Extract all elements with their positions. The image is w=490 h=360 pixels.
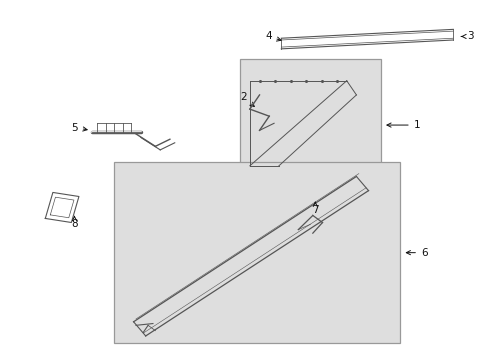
Text: 6: 6: [406, 248, 428, 258]
Bar: [240, 59, 381, 180]
Text: 7: 7: [312, 202, 318, 215]
Text: 8: 8: [71, 216, 78, 229]
Text: 4: 4: [265, 31, 281, 41]
Bar: [114, 162, 400, 343]
Text: 2: 2: [240, 92, 254, 107]
Text: 3: 3: [462, 31, 473, 41]
Text: 5: 5: [71, 122, 87, 132]
Text: 1: 1: [387, 120, 420, 130]
